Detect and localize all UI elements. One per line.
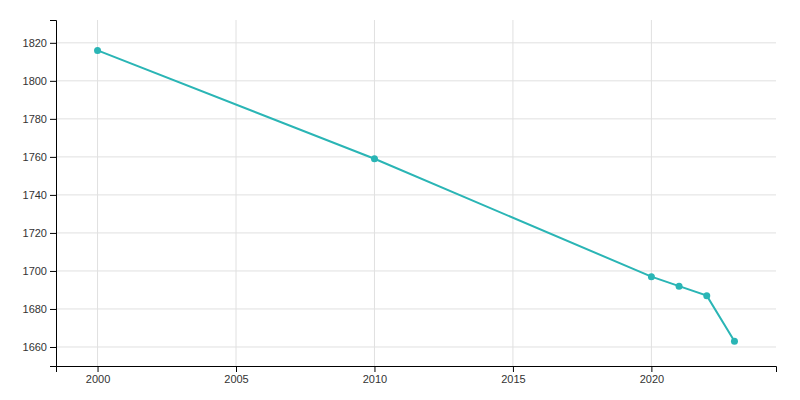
x-tick-mark xyxy=(651,366,652,372)
x-tick-mark xyxy=(98,366,99,372)
y-tick: 1680 xyxy=(23,303,56,315)
point xyxy=(648,273,655,280)
grid-line-y xyxy=(56,80,776,81)
grid-line-x xyxy=(651,20,652,366)
y-tick-label: 1720 xyxy=(23,227,47,239)
grid-line-y xyxy=(56,156,776,157)
x-tick-label: 2015 xyxy=(501,373,525,385)
grid-line-y xyxy=(56,308,776,309)
y-tick-mark xyxy=(50,195,56,196)
grid-line-x xyxy=(512,20,513,366)
grid-line-y xyxy=(56,346,776,347)
point xyxy=(371,155,378,162)
x-tick-label: 2000 xyxy=(86,373,110,385)
x-tick-label: 2005 xyxy=(224,373,248,385)
grid-line-y xyxy=(56,270,776,271)
y-tick-mark xyxy=(50,43,56,44)
y-tick-mark xyxy=(50,233,56,234)
y-tick: 1800 xyxy=(23,75,56,87)
y-tick-mark xyxy=(50,309,56,310)
y-tick: 1740 xyxy=(23,189,56,201)
y-tick-label: 1680 xyxy=(23,303,47,315)
x-tick-mark xyxy=(513,366,514,372)
x-tick-mark xyxy=(236,366,237,372)
grid-line-y xyxy=(56,194,776,195)
x-tick: 2000 xyxy=(86,366,110,385)
y-tick-mark xyxy=(50,119,56,120)
y-axis: 1660 1680 1700 1720 1740 1760 1780 1800 1820 xyxy=(23,21,57,367)
y-tick-label: 1700 xyxy=(23,265,47,277)
y-tick-label: 1760 xyxy=(23,151,47,163)
y-axis-line xyxy=(50,21,57,367)
grid-line-y xyxy=(56,232,776,233)
grid-line-x xyxy=(374,20,375,366)
y-tick-mark xyxy=(50,157,56,158)
x-tick: 2015 xyxy=(501,366,525,385)
x-tick: 2010 xyxy=(363,366,387,385)
y-tick: 1820 xyxy=(23,37,56,49)
x-tick-label: 2010 xyxy=(363,373,387,385)
y-tick-label: 1660 xyxy=(23,341,47,353)
grid xyxy=(56,20,776,366)
x-tick: 2005 xyxy=(224,366,248,385)
y-tick-label: 1800 xyxy=(23,75,47,87)
grid-line-y xyxy=(56,42,776,43)
y-tick-mark xyxy=(50,271,56,272)
x-axis: 2000 2005 2010 2015 2020 xyxy=(57,366,777,385)
x-tick: 2020 xyxy=(640,366,664,385)
y-tick: 1660 xyxy=(23,341,56,353)
x-tick-mark xyxy=(374,366,375,372)
y-tick: 1780 xyxy=(23,113,56,125)
x-tick-label: 2020 xyxy=(640,373,664,385)
point xyxy=(731,338,738,345)
plot-area: 2000 2005 2010 2015 2020 1660 1680 1700 1720 1740… xyxy=(23,20,777,385)
x-axis-line xyxy=(57,367,777,373)
y-tick: 1720 xyxy=(23,227,56,239)
grid-line-x xyxy=(97,20,98,366)
point xyxy=(703,292,710,299)
point xyxy=(94,47,101,54)
grid-line-x xyxy=(236,20,237,366)
y-tick-label: 1740 xyxy=(23,189,47,201)
y-tick: 1760 xyxy=(23,151,56,163)
y-tick-mark xyxy=(50,347,56,348)
point xyxy=(676,283,683,290)
marks xyxy=(94,47,738,345)
y-tick-mark xyxy=(50,81,56,82)
y-tick: 1700 xyxy=(23,265,56,277)
line xyxy=(98,50,735,341)
y-tick-label: 1780 xyxy=(23,113,47,125)
grid-line-y xyxy=(56,118,776,119)
chart: 2000 2005 2010 2015 2020 1660 1680 1700 1720 1740… xyxy=(0,0,800,400)
y-tick-label: 1820 xyxy=(23,37,47,49)
